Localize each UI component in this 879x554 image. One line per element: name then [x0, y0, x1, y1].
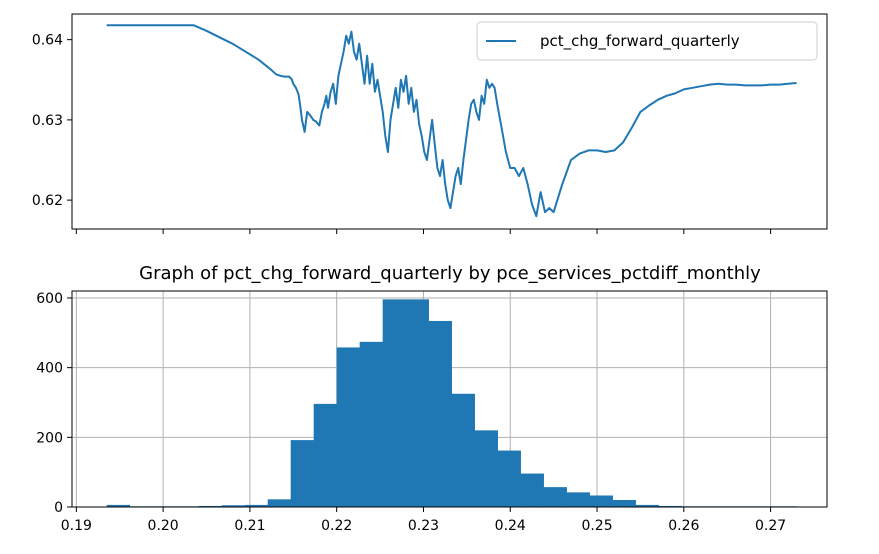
histogram-y-tick-label: 0	[54, 500, 63, 516]
histogram-bar	[405, 299, 429, 507]
histogram-bar	[589, 495, 613, 507]
histogram-bar	[658, 505, 682, 507]
legend-box	[476, 21, 818, 61]
histogram-x-tick-label: 0.19	[61, 518, 92, 534]
series-line-pct-chg-forward-quarterly	[106, 24, 797, 218]
histogram-bar	[106, 504, 131, 507]
histogram-bar	[359, 341, 383, 507]
histogram-y-tick-label: 400	[36, 361, 63, 377]
histogram-bar	[451, 393, 475, 507]
line-chart: 0.62 0.63 0.64 pct_chg_forward_quarterly	[32, 13, 828, 234]
line-chart-y-tick-label: 0.64	[32, 33, 63, 49]
histogram-y-tick-label: 600	[36, 291, 63, 307]
histogram-bar	[336, 347, 360, 507]
histogram-x-tick-label: 0.20	[148, 518, 179, 534]
histogram-bar	[382, 299, 406, 507]
line-chart-frame	[71, 13, 828, 230]
histogram-bar	[290, 440, 314, 507]
histogram-bar	[221, 505, 245, 507]
histogram-bar	[474, 430, 498, 507]
line-chart-legend: pct_chg_forward_quarterly	[476, 21, 818, 61]
line-chart-y-tick-label: 0.62	[32, 193, 63, 209]
histogram-x-tick-label: 0.25	[581, 518, 612, 534]
histogram-bar	[635, 504, 659, 507]
histogram-x-tick-label: 0.21	[234, 518, 265, 534]
histogram-bar	[428, 320, 452, 507]
histogram-x-tick-label: 0.22	[321, 518, 352, 534]
line-chart-x-axis	[75, 229, 772, 234]
histogram-bars	[106, 299, 797, 507]
line-chart-y-tick-label: 0.63	[32, 113, 63, 129]
histogram-x-axis: 0.19 0.20 0.21 0.22 0.23 0.24 0.25 0.26 0.27	[61, 507, 786, 534]
histogram-bar	[566, 492, 590, 507]
histogram-bar	[198, 505, 222, 507]
histogram-chart: Graph of pct_chg_forward_quarterly by pc…	[36, 263, 828, 534]
histogram-bar	[244, 504, 268, 507]
histogram-bar	[497, 450, 521, 507]
histogram-bar	[520, 473, 544, 507]
histogram-x-tick-label: 0.24	[495, 518, 526, 534]
histogram-y-tick-label: 200	[36, 430, 63, 446]
legend-label: pct_chg_forward_quarterly	[540, 32, 740, 51]
histogram-bar	[612, 500, 636, 507]
histogram-y-axis: 0 200 400 600	[36, 291, 72, 516]
histogram-frame	[71, 290, 828, 508]
histogram-bar	[313, 403, 337, 507]
histogram-title: Graph of pct_chg_forward_quarterly by pc…	[139, 263, 761, 284]
histogram-x-tick-label: 0.23	[408, 518, 439, 534]
histogram-x-tick-label: 0.27	[755, 518, 786, 534]
histogram-x-tick-label: 0.26	[668, 518, 699, 534]
histogram-bar	[267, 499, 291, 507]
histogram-bar	[543, 487, 567, 507]
line-chart-y-axis: 0.62 0.63 0.64	[32, 33, 72, 209]
